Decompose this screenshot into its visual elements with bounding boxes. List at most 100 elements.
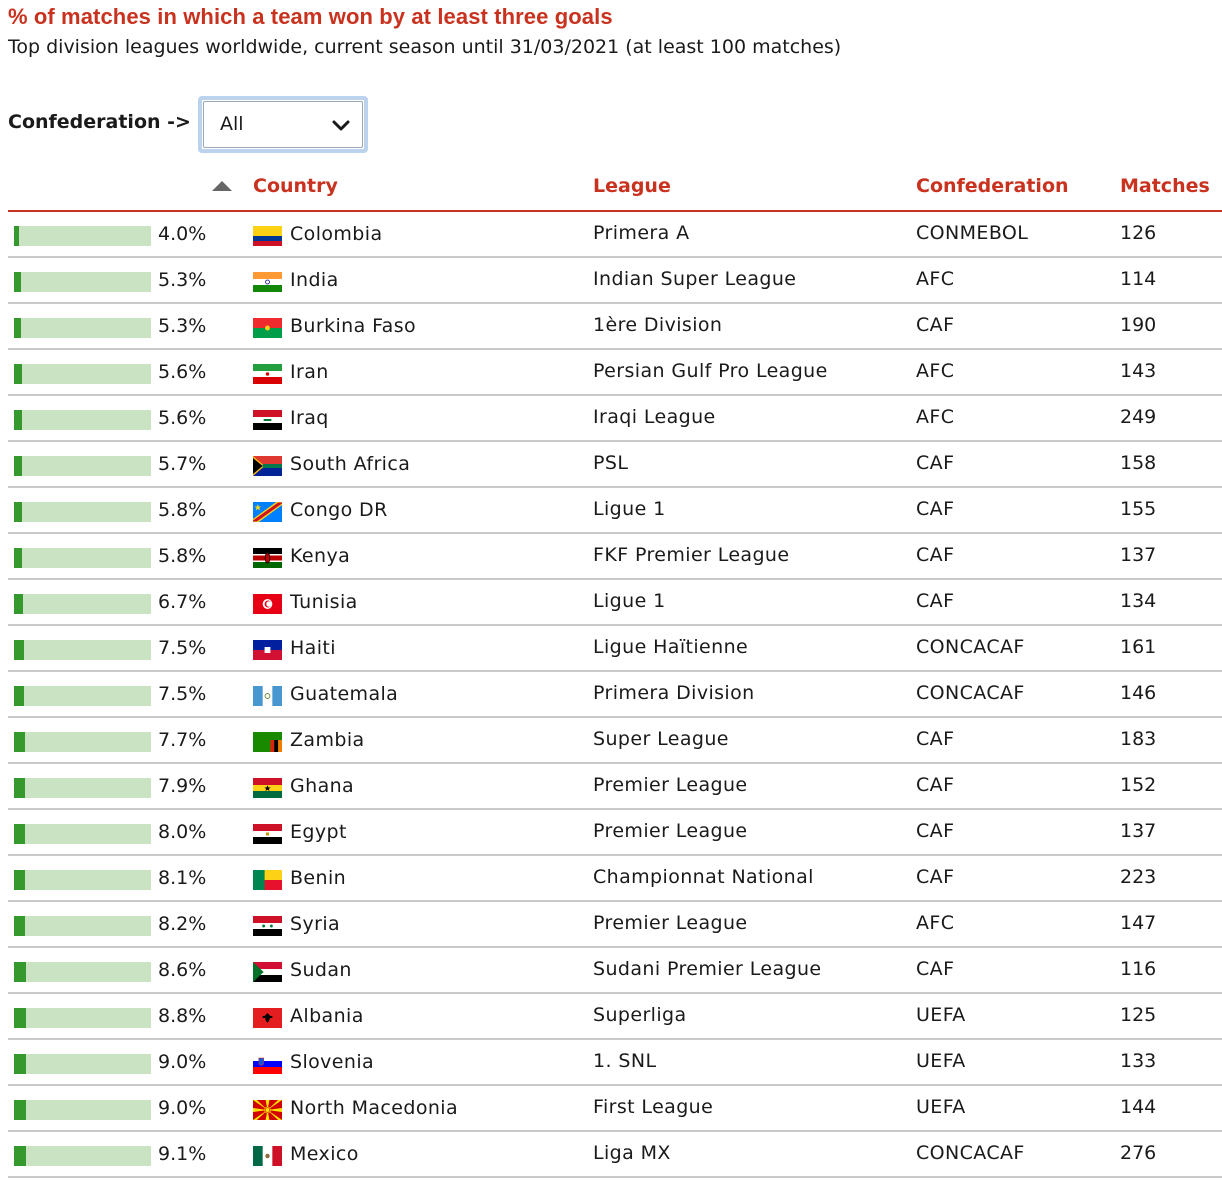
flag-albania-icon [253, 1008, 282, 1028]
country-name: Tunisia [290, 591, 358, 613]
bar-fill [14, 1100, 26, 1120]
percentage-label: 5.6% [158, 361, 207, 383]
matches-count: 125 [1120, 1004, 1157, 1026]
confederation-name: AFC [916, 912, 955, 934]
sort-up-icon[interactable] [212, 181, 232, 191]
confederation-filter-label: Confederation -> [8, 111, 191, 133]
confederation-name: CAF [916, 820, 955, 842]
bar-track [14, 548, 151, 568]
table-row: 7.7% Zambia Super League CAF 183 [8, 718, 1222, 764]
confederation-name: AFC [916, 406, 955, 428]
table-row: 7.5% Guatemala Primera Division CONCACAF 146 [8, 672, 1222, 718]
confederation-name: CONCACAF [916, 636, 1025, 658]
matches-count: 152 [1120, 774, 1157, 796]
matches-count: 134 [1120, 590, 1157, 612]
column-header-matches[interactable]: Matches [1120, 175, 1210, 197]
bar-fill [14, 1008, 26, 1028]
bar-fill [14, 640, 24, 660]
country-name: Kenya [290, 545, 351, 567]
percentage-label: 5.7% [158, 453, 207, 475]
confederation-name: CAF [916, 590, 955, 612]
percentage-label: 7.7% [158, 729, 207, 751]
column-header-confederation[interactable]: Confederation [916, 175, 1069, 197]
bar-fill [14, 962, 26, 982]
bar-track [14, 502, 151, 522]
confederation-name: CAF [916, 958, 955, 980]
bar-track [14, 686, 151, 706]
matches-count: 190 [1120, 314, 1157, 336]
flag-guatemala-icon [253, 686, 282, 706]
percentage-label: 9.0% [158, 1097, 207, 1119]
confederation-name: CAF [916, 728, 955, 750]
bar-fill [14, 318, 21, 338]
bar-track [14, 640, 151, 660]
bar-fill [14, 364, 22, 384]
league-name: Ligue 1 [593, 590, 666, 612]
bar-track [14, 410, 151, 430]
bar-fill [14, 548, 22, 568]
league-name: 1ère Division [593, 314, 723, 336]
league-name: Premier League [593, 820, 748, 842]
matches-count: 143 [1120, 360, 1157, 382]
confederation-name: UEFA [916, 1050, 966, 1072]
flag-iraq-icon [253, 410, 282, 430]
bar-track [14, 456, 151, 476]
table-body: 4.0% Colombia Primera A CONMEBOL 126 5.3% Indi… [8, 212, 1222, 1178]
confederation-name: CAF [916, 774, 955, 796]
percentage-label: 8.1% [158, 867, 207, 889]
bar-track [14, 916, 151, 936]
matches-count: 144 [1120, 1096, 1157, 1118]
league-name: Iraqi League [593, 406, 716, 428]
bar-track [14, 1008, 151, 1028]
bar-fill [14, 1054, 26, 1074]
flag-zambia-icon [253, 732, 282, 752]
country-name: Syria [290, 913, 341, 935]
matches-count: 116 [1120, 958, 1157, 980]
confederation-name: CAF [916, 544, 955, 566]
percentage-label: 8.2% [158, 913, 207, 935]
percentage-label: 5.3% [158, 315, 207, 337]
flag-slovenia-icon [253, 1054, 282, 1074]
confederation-select[interactable]: All [198, 96, 368, 153]
bar-fill [14, 778, 25, 798]
league-name: Primera A [593, 222, 690, 244]
country-name: Iran [290, 361, 329, 383]
bar-fill [14, 272, 21, 292]
percentage-label: 5.6% [158, 407, 207, 429]
confederation-select-value: All [220, 113, 244, 135]
country-name: Haiti [290, 637, 336, 659]
league-name: Premier League [593, 912, 748, 934]
country-name: India [290, 269, 339, 291]
table-row: 5.8% Kenya FKF Premier League CAF 137 [8, 534, 1222, 580]
confederation-name: CAF [916, 498, 955, 520]
flag-south-africa-icon [253, 456, 282, 476]
matches-count: 146 [1120, 682, 1157, 704]
matches-count: 133 [1120, 1050, 1157, 1072]
country-name: Slovenia [290, 1051, 375, 1073]
percentage-label: 5.3% [158, 269, 207, 291]
flag-mexico-icon [253, 1146, 282, 1166]
league-name: FKF Premier League [593, 544, 790, 566]
matches-count: 155 [1120, 498, 1157, 520]
league-name: 1. SNL [593, 1050, 657, 1072]
table-row: 5.6% Iran Persian Gulf Pro League AFC 143 [8, 350, 1222, 396]
confederation-name: CONCACAF [916, 682, 1025, 704]
league-name: Indian Super League [593, 268, 797, 290]
table-row: 9.1% Mexico Liga MX CONCACAF 276 [8, 1132, 1222, 1178]
bar-track [14, 364, 151, 384]
bar-fill [14, 456, 22, 476]
league-name: Superliga [593, 1004, 687, 1026]
country-name: North Macedonia [290, 1097, 459, 1119]
percentage-label: 6.7% [158, 591, 207, 613]
select-border [203, 101, 363, 148]
league-name: Liga MX [593, 1142, 671, 1164]
column-header-country[interactable]: Country [253, 175, 338, 197]
confederation-name: CONCACAF [916, 1142, 1025, 1164]
matches-count: 137 [1120, 820, 1157, 842]
bar-track [14, 962, 151, 982]
league-name: Ligue Haïtienne [593, 636, 749, 658]
column-header-league[interactable]: League [593, 175, 671, 197]
flag-benin-icon [253, 870, 282, 890]
league-name: Super League [593, 728, 729, 750]
percentage-label: 8.0% [158, 821, 207, 843]
